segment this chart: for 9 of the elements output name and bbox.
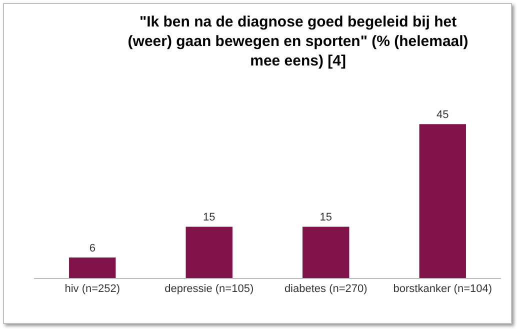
x-tick-label: borstkanker (n=104) xyxy=(393,283,492,296)
chart-title: "Ik ben na de diagnose goed begeleid bij het (weer) gaan bewegen en sporten" (% (helemaal) mee eens) [4] xyxy=(128,13,468,70)
x-tick-label: diabetes (n=270) xyxy=(284,283,368,296)
x-tick-label: hiv (n=252) xyxy=(64,283,120,296)
data-label: 15 xyxy=(203,212,216,224)
data-label: 45 xyxy=(436,109,449,122)
data-label: 15 xyxy=(320,212,332,224)
x-tick-label: depressie (n=105) xyxy=(164,283,254,296)
data-label: 6 xyxy=(89,242,96,254)
